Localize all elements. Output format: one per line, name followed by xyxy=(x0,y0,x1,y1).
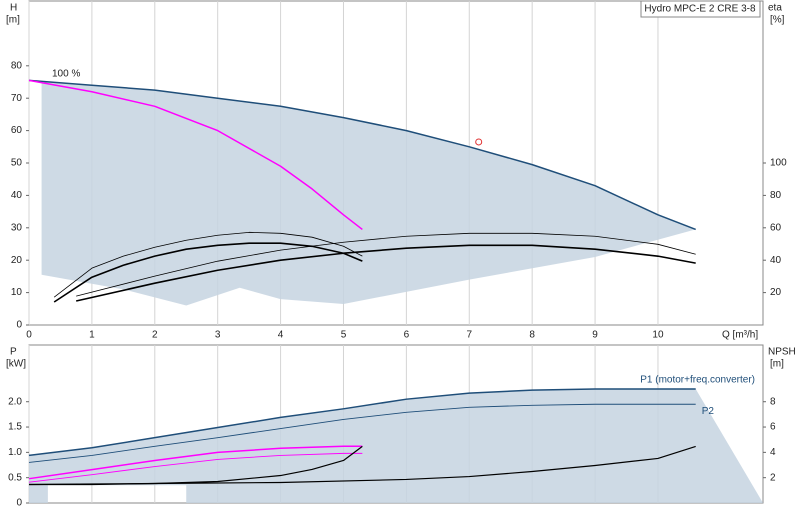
duty-point xyxy=(475,138,483,146)
annotation: 100 % xyxy=(52,69,80,80)
y-tick-label: 80 xyxy=(11,60,23,71)
operating-area xyxy=(41,82,696,306)
y-tick-label: 40 xyxy=(11,190,23,201)
curve xyxy=(28,452,363,483)
x-tick-label: 3 xyxy=(215,330,221,341)
y2-tick-label: 2 xyxy=(770,472,776,483)
y-tick-label: 20 xyxy=(11,255,23,266)
y2-tick-label: 80 xyxy=(770,190,782,201)
y2-tick-label: 40 xyxy=(770,255,782,266)
series-label: P2 xyxy=(702,406,715,417)
model-box xyxy=(640,0,761,18)
curve xyxy=(28,445,363,480)
x-tick-label: 7 xyxy=(466,330,472,341)
y2-tick-label: 100 xyxy=(770,158,787,169)
y-tick-label: 30 xyxy=(11,222,23,233)
curve xyxy=(28,445,696,486)
y-tick-label: 10 xyxy=(11,287,23,298)
curve xyxy=(75,244,696,302)
y-tick-label: 50 xyxy=(11,158,23,169)
y2-tick-label: 8 xyxy=(770,396,776,407)
y-axis-unit: [m] xyxy=(6,15,20,26)
y2-tick-label: 4 xyxy=(770,447,776,458)
x-tick-label: 8 xyxy=(529,330,535,341)
x-tick-label: 0 xyxy=(26,330,32,341)
y-tick-label: 60 xyxy=(11,125,23,136)
operating-area xyxy=(29,389,763,503)
y2-tick-label: 6 xyxy=(770,422,776,433)
x-tick-label: 5 xyxy=(341,330,347,341)
curve xyxy=(28,79,363,231)
series-label: P1 (motor+freq.converter) xyxy=(640,375,755,386)
y-tick-label: 0 xyxy=(16,498,22,509)
y-tick-label: 1.0 xyxy=(8,447,22,458)
y-tick-label: 2.0 xyxy=(8,396,22,407)
curve xyxy=(53,231,363,298)
curve xyxy=(28,79,696,231)
x-tick-label: 1 xyxy=(89,330,95,341)
y-tick-label: 70 xyxy=(11,93,23,104)
y-tick-label: 0 xyxy=(16,320,22,331)
x-axis-label: Q [m³/h] xyxy=(722,330,758,341)
x-tick-label: 9 xyxy=(592,330,598,341)
y2-tick-label: 60 xyxy=(770,222,782,233)
model-name: Hydro MPC-E 2 CRE 3-8 xyxy=(644,4,756,15)
y2-tick-label: 20 xyxy=(770,287,782,298)
x-tick-label: 10 xyxy=(652,330,664,341)
curve xyxy=(53,242,363,303)
curve xyxy=(28,403,696,463)
curve xyxy=(76,232,696,297)
y2-axis-unit: [%] xyxy=(770,15,785,26)
x-tick-label: 2 xyxy=(152,330,158,341)
y2-axis-unit: [m] xyxy=(770,359,784,370)
y2-axis-label: eta xyxy=(768,3,782,14)
y-axis-unit: [kW] xyxy=(6,359,26,370)
curve xyxy=(28,388,696,457)
y2-axis-label: NPSH xyxy=(768,347,796,358)
y-axis-label: P xyxy=(10,347,17,358)
y-tick-label: 1.5 xyxy=(8,422,22,433)
y-tick-label: 0.5 xyxy=(8,472,22,483)
x-tick-label: 4 xyxy=(278,330,284,341)
y-axis-label: H xyxy=(10,3,17,14)
x-tick-label: 6 xyxy=(404,330,410,341)
